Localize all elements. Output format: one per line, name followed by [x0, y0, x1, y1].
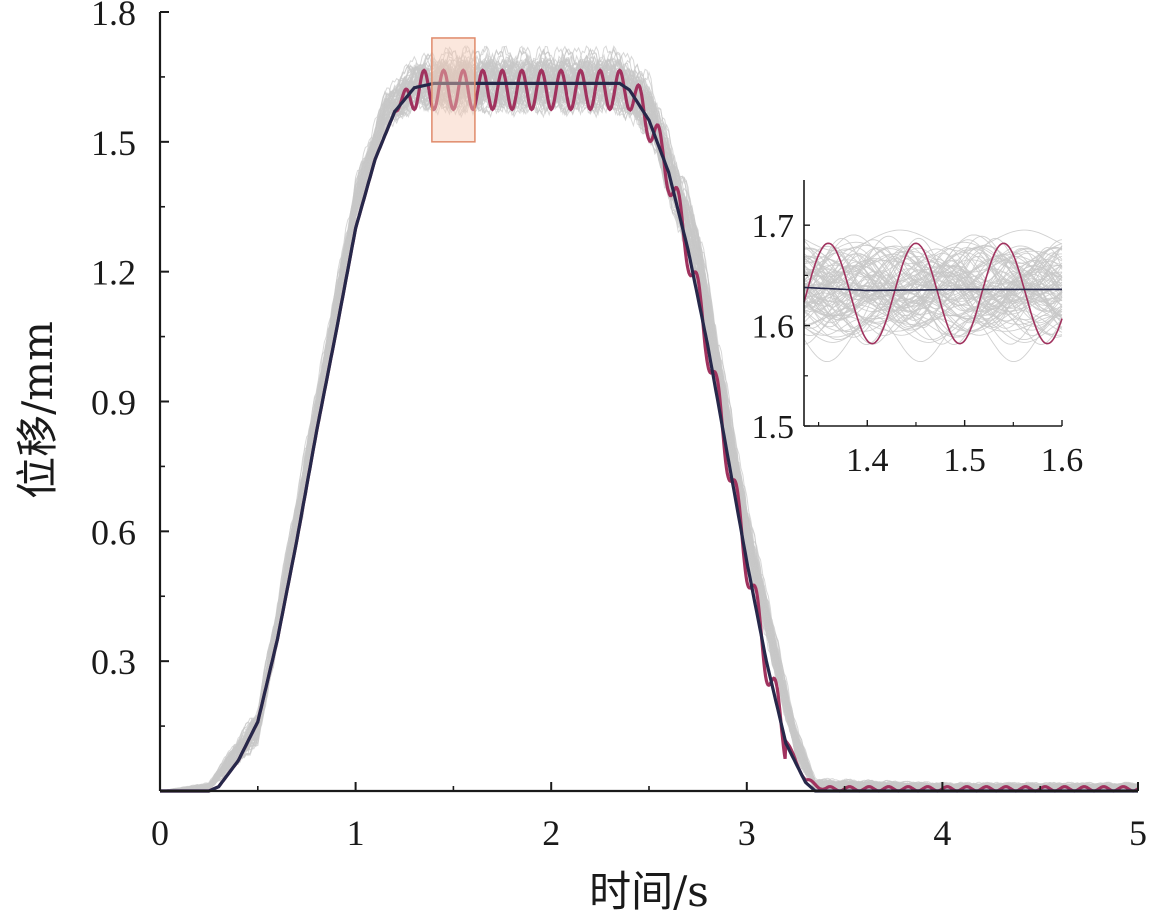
sample-curve	[159, 61, 1139, 792]
inset-sample-curve	[803, 307, 1063, 337]
inset-sample-curve	[803, 274, 1063, 320]
y-tick-label: 0.9	[91, 383, 136, 423]
x-tick-label: 2	[542, 813, 560, 853]
sample-curve	[159, 66, 1139, 792]
inset-sample-curve	[803, 315, 1063, 363]
y-tick-label: 1.8	[91, 0, 136, 33]
sample-curve	[159, 66, 1139, 792]
inset-series-layer	[803, 242, 1063, 345]
sample-curve	[159, 68, 1139, 792]
inset-sample-curve	[803, 251, 1063, 306]
x-axis-title: 时间/s	[589, 867, 709, 916]
sample-curve	[159, 67, 1138, 792]
inset-sample-curve	[803, 265, 1063, 309]
oscillating-sample-line	[160, 68, 1139, 793]
inset-sample-curve	[803, 241, 1063, 265]
y-tick-label: 1.2	[91, 253, 136, 293]
sample-curve	[159, 66, 1139, 792]
sample-curve	[159, 64, 1139, 792]
main-plot: 0 1 2 3 4 5 0.3 0.6 0.9 1.2 1.5 1.8	[91, 0, 1147, 853]
sample-curve	[159, 54, 1139, 792]
inset-sample-curve	[803, 254, 1063, 285]
sample-curve	[159, 70, 1138, 792]
y-tick-label: 1.5	[91, 123, 136, 163]
inset-oscillating-line	[803, 242, 1063, 345]
sample-curve	[159, 67, 1139, 792]
inset-y-tick-label: 1.7	[752, 208, 795, 245]
inset-x-tick-label: 1.4	[846, 442, 889, 479]
inset-sample-curve	[803, 271, 1063, 312]
inset-axes: 1.4 1.5 1.6 1.5 1.6 1.7	[752, 180, 1084, 479]
x-tick-label: 4	[933, 813, 951, 853]
x-tick-label: 3	[738, 813, 756, 853]
inset-x-tick-label: 1.6	[1041, 442, 1084, 479]
inset-sample-curve	[803, 255, 1063, 310]
inset-sample-curve	[803, 300, 1063, 320]
inset-mean-line	[803, 286, 1062, 292]
inset-sample-curve	[803, 247, 1063, 298]
zoom-highlight-box	[431, 37, 476, 143]
inset-y-tick-label: 1.5	[752, 409, 795, 446]
inset-sample-curve	[803, 248, 1063, 283]
inset-sample-curve	[803, 314, 1063, 345]
inset-sample-curve	[803, 294, 1063, 317]
inset-sample-curve	[803, 256, 1063, 278]
sample-curve	[159, 65, 1139, 792]
x-tick-label: 1	[347, 813, 365, 853]
inset-sample-curve	[803, 273, 1063, 320]
inset-y-tick-label: 1.6	[752, 309, 795, 346]
inset-sample-curve	[803, 317, 1063, 343]
inset-sample-curve	[803, 309, 1063, 338]
y-tick-label: 0.3	[91, 642, 136, 682]
inset-plot: 1.4 1.5 1.6 1.5 1.6 1.7	[752, 180, 1084, 479]
sample-curve	[159, 62, 1139, 792]
y-axis-title: 位移/mm	[13, 321, 62, 499]
x-tick-label: 5	[1129, 813, 1147, 853]
sample-curve	[159, 57, 1139, 792]
main-axes: 0 1 2 3 4 5 0.3 0.6 0.9 1.2 1.5 1.8	[91, 0, 1147, 853]
series-layer	[160, 68, 1139, 793]
x-tick-label: 0	[151, 813, 169, 853]
inset-sample-curve	[803, 278, 1063, 307]
sample-curve	[159, 63, 1139, 792]
sample-curve	[159, 61, 1139, 792]
inset-sample-curve	[803, 297, 1063, 324]
sample-curve	[159, 62, 1139, 792]
inset-sample-curve	[803, 248, 1063, 295]
inset-sample-curve	[803, 259, 1063, 293]
sample-curve	[159, 62, 1139, 792]
inset-x-tick-label: 1.5	[943, 442, 986, 479]
inset-sample-curve	[803, 290, 1063, 327]
inset-sample-curve	[803, 314, 1062, 332]
y-tick-label: 0.6	[91, 512, 136, 552]
